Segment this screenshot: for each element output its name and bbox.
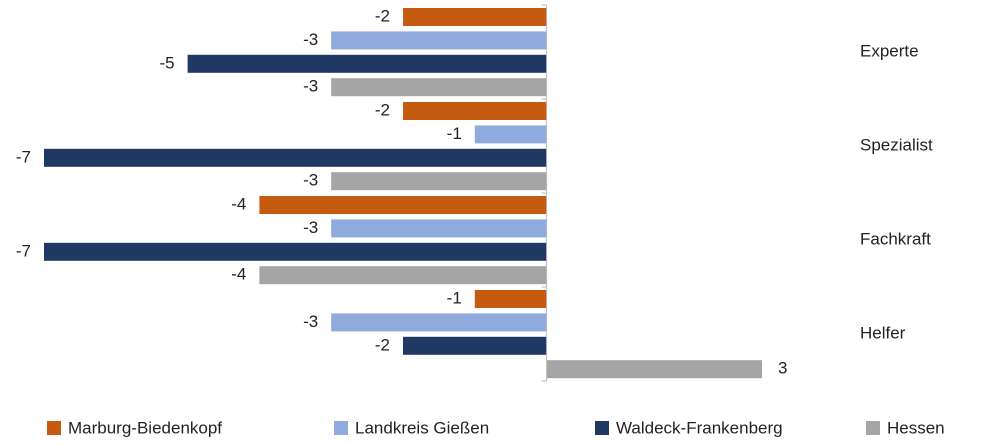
bar: [259, 196, 547, 214]
data-label: -2: [375, 6, 390, 25]
data-label: -3: [303, 77, 318, 96]
data-label: -5: [159, 53, 174, 72]
bar: [403, 102, 547, 120]
data-label: -7: [16, 241, 31, 260]
legend-swatch: [47, 421, 61, 435]
legend-label: Landkreis Gießen: [355, 418, 489, 437]
bar: [331, 219, 547, 238]
legend-swatch: [866, 421, 880, 435]
data-label: -4: [231, 265, 246, 284]
bar: [331, 31, 547, 50]
bar: [474, 125, 547, 144]
data-label: -2: [375, 100, 390, 119]
bar: [44, 242, 547, 261]
data-label: -4: [231, 194, 246, 213]
bar: [187, 54, 547, 73]
legend-swatch: [595, 421, 609, 435]
data-label: -3: [303, 312, 318, 331]
bar: [546, 360, 762, 379]
data-label: -1: [447, 124, 462, 143]
legend-label: Waldeck-Frankenberg: [616, 418, 783, 437]
category-label: Experte: [860, 41, 919, 60]
legend-label: Marburg-Biedenkopf: [68, 418, 222, 437]
category-label: Fachkraft: [860, 229, 931, 248]
bar: [331, 78, 547, 97]
data-label: -1: [447, 288, 462, 307]
legend-label: Hessen: [887, 418, 945, 437]
category-label: Helfer: [860, 323, 906, 342]
data-label: -3: [303, 171, 318, 190]
data-label: -7: [16, 147, 31, 166]
bar: [44, 148, 547, 167]
bar: [403, 8, 547, 26]
legend-swatch: [334, 421, 348, 435]
bar: [331, 313, 547, 332]
bar: [474, 290, 547, 308]
data-label: -3: [303, 30, 318, 49]
data-label: 3: [778, 359, 787, 378]
bar: [259, 266, 547, 285]
data-label: -2: [375, 335, 390, 354]
bar: [403, 336, 547, 355]
bar: [331, 172, 547, 191]
category-label: Spezialist: [860, 135, 933, 154]
data-label: -3: [303, 218, 318, 237]
